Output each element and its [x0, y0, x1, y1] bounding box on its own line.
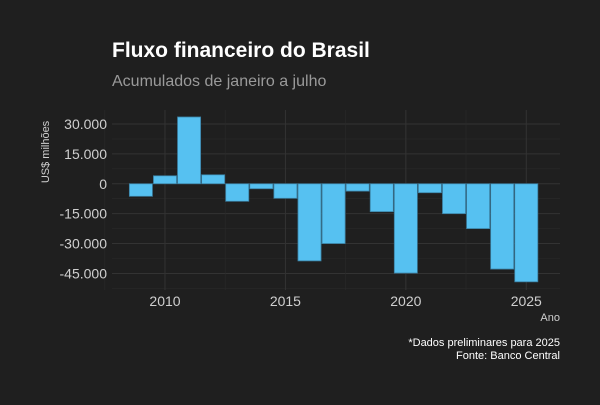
- bar-2019: [369, 183, 394, 213]
- bar-2024: [490, 183, 515, 270]
- y-tick-labels: 30.000 15.000 0 -15.000 -30.000 -45.000: [60, 116, 108, 282]
- bar-2014: [249, 183, 274, 190]
- x-tick-label: 2015: [270, 293, 301, 309]
- y-tick-label: 0: [99, 176, 107, 192]
- bar-2009: [128, 183, 153, 197]
- y-tick-label: -45.000: [60, 265, 108, 281]
- bar-2020: [393, 183, 418, 274]
- note-preliminary: *Dados preliminares para 2025: [408, 337, 560, 349]
- x-tick-labels: 2010 2015 2020 2025: [149, 293, 542, 309]
- y-tick-label: 30.000: [64, 116, 107, 132]
- bar-2011: [177, 116, 202, 185]
- y-tick-label: -15.000: [60, 206, 108, 222]
- bar-2025: [514, 183, 539, 283]
- x-tick-label: 2010: [149, 293, 180, 309]
- chart-title: Fluxo financeiro do Brasil: [112, 39, 370, 62]
- bar-2016: [297, 183, 322, 262]
- bar-2022: [442, 183, 466, 215]
- note-source: Fonte: Banco Central: [456, 350, 560, 362]
- bar-2012: [201, 174, 226, 185]
- y-tick-label: 15.000: [64, 146, 107, 162]
- x-tick-label: 2020: [390, 293, 421, 309]
- bar-2013: [225, 183, 250, 202]
- bar-2018: [345, 183, 370, 192]
- bar-2023: [466, 183, 491, 230]
- bar-2021: [417, 183, 442, 194]
- x-tick-label: 2025: [511, 293, 542, 309]
- bar-2010: [153, 175, 177, 185]
- bars: [128, 116, 539, 283]
- y-tick-label: -30.000: [60, 236, 108, 252]
- x-axis-label: Ano: [540, 312, 560, 324]
- y-axis-label: US$ milhões: [40, 120, 52, 183]
- bar-2017: [321, 183, 346, 244]
- chart-subtitle: Acumulados de janeiro a julho: [112, 73, 326, 90]
- bar-2015: [273, 183, 298, 199]
